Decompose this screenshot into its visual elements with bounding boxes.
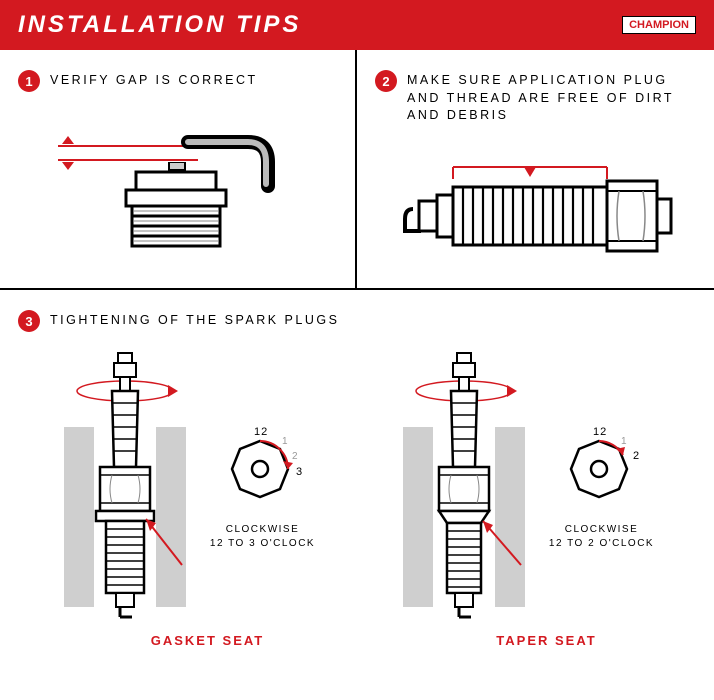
clock-2: 2 [633, 450, 640, 462]
clock-1-gray: 1 [282, 436, 288, 447]
step-2-header: 2 MAKE SURE APPLICATION PLUG AND THREAD … [375, 70, 696, 125]
step-3-number: 3 [18, 310, 40, 332]
gasket-clock-line2: 12 TO 3 O'CLOCK [210, 537, 315, 551]
step-1-panel: 1 VERIFY GAP IS CORRECT [0, 50, 357, 288]
taper-clock-line2: 12 TO 2 O'CLOCK [549, 537, 654, 551]
step-1-number: 1 [18, 70, 40, 92]
clock-2-gray: 2 [292, 451, 298, 462]
header-title: INSTALLATION TIPS [18, 11, 301, 39]
step-2-title: MAKE SURE APPLICATION PLUG AND THREAD AR… [407, 70, 696, 125]
step-3-panel: 3 TIGHTENING OF THE SPARK PLUGS [0, 290, 714, 658]
header-bar: INSTALLATION TIPS CHAMPION [0, 0, 714, 50]
step-2-number: 2 [375, 70, 397, 92]
clock-12: 12 [254, 426, 268, 438]
step-3-title: TIGHTENING OF THE SPARK PLUGS [50, 310, 339, 330]
taper-clock-block: 12 1 2 CLOCKWISE 12 TO 2 O'CLOCK [549, 423, 654, 551]
thread-illustration [375, 139, 685, 289]
step-1-header: 1 VERIFY GAP IS CORRECT [18, 70, 337, 92]
gasket-seat-block: 12 1 2 3 CLOCKWISE 12 TO 3 O'CLOCK GASKE… [60, 347, 315, 648]
brand-logo: CHAMPION [622, 16, 696, 34]
clock-1-gray: 1 [621, 436, 627, 447]
taper-plug-illustration [399, 347, 529, 627]
top-row: 1 VERIFY GAP IS CORRECT [0, 50, 714, 290]
gasket-plug-illustration [60, 347, 190, 627]
step-3-header: 3 TIGHTENING OF THE SPARK PLUGS [18, 310, 696, 332]
clock-3: 3 [296, 466, 303, 478]
taper-clock-line1: CLOCKWISE [549, 523, 654, 537]
gasket-clock-diagram: 12 1 2 3 [210, 423, 310, 523]
gasket-clock-block: 12 1 2 3 CLOCKWISE 12 TO 3 O'CLOCK [210, 423, 315, 551]
step-2-panel: 2 MAKE SURE APPLICATION PLUG AND THREAD … [357, 50, 714, 288]
taper-seat-block: 12 1 2 CLOCKWISE 12 TO 2 O'CLOCK TAPER S… [399, 347, 654, 648]
plugs-row: 12 1 2 3 CLOCKWISE 12 TO 3 O'CLOCK GASKE… [18, 347, 696, 648]
gasket-clock-line1: CLOCKWISE [210, 523, 315, 537]
taper-seat-label: TAPER SEAT [439, 633, 654, 648]
gap-illustration [18, 106, 318, 266]
clock-12: 12 [593, 426, 607, 438]
taper-clock-diagram: 12 1 2 [549, 423, 649, 523]
step-1-title: VERIFY GAP IS CORRECT [50, 70, 258, 90]
gasket-seat-label: GASKET SEAT [100, 633, 315, 648]
